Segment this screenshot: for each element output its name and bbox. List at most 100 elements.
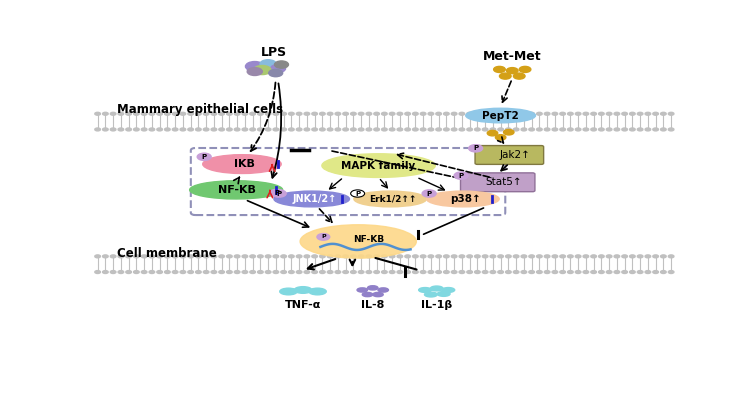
Circle shape [343, 112, 349, 115]
Ellipse shape [466, 108, 536, 123]
Circle shape [149, 112, 154, 115]
Circle shape [436, 271, 442, 273]
Circle shape [188, 112, 194, 115]
Text: Stat5↑: Stat5↑ [485, 177, 522, 187]
Circle shape [134, 112, 140, 115]
Circle shape [661, 271, 666, 273]
Circle shape [614, 128, 620, 131]
Circle shape [157, 112, 163, 115]
Circle shape [420, 128, 426, 131]
Circle shape [591, 128, 596, 131]
Circle shape [234, 128, 240, 131]
Circle shape [645, 271, 651, 273]
Circle shape [257, 128, 263, 131]
Circle shape [134, 128, 140, 131]
Circle shape [475, 128, 480, 131]
Ellipse shape [368, 286, 378, 290]
Circle shape [552, 255, 558, 258]
Circle shape [343, 128, 349, 131]
Circle shape [469, 145, 482, 152]
Circle shape [382, 128, 387, 131]
Circle shape [250, 112, 256, 115]
Circle shape [482, 112, 488, 115]
Circle shape [126, 255, 131, 258]
Circle shape [568, 128, 573, 131]
Circle shape [436, 128, 442, 131]
Circle shape [529, 271, 535, 273]
Circle shape [103, 271, 108, 273]
Circle shape [366, 112, 372, 115]
Circle shape [289, 255, 294, 258]
Circle shape [513, 271, 519, 273]
Circle shape [226, 271, 232, 273]
Ellipse shape [424, 292, 437, 297]
Circle shape [350, 271, 356, 273]
Circle shape [428, 128, 433, 131]
Circle shape [366, 271, 372, 273]
Circle shape [428, 112, 433, 115]
Circle shape [180, 271, 186, 273]
Ellipse shape [309, 288, 326, 295]
Ellipse shape [427, 191, 500, 207]
Circle shape [668, 128, 674, 131]
Circle shape [529, 255, 535, 258]
Circle shape [629, 255, 635, 258]
Circle shape [110, 112, 116, 115]
Circle shape [358, 271, 364, 273]
Circle shape [327, 255, 333, 258]
Circle shape [629, 112, 635, 115]
Circle shape [118, 255, 124, 258]
Circle shape [436, 255, 442, 258]
Text: P: P [202, 154, 207, 160]
Circle shape [490, 271, 496, 273]
Circle shape [273, 255, 279, 258]
Circle shape [219, 112, 224, 115]
Circle shape [661, 112, 666, 115]
Circle shape [575, 112, 581, 115]
Circle shape [280, 271, 286, 273]
Circle shape [606, 271, 612, 273]
Circle shape [560, 112, 566, 115]
Circle shape [405, 112, 410, 115]
Circle shape [172, 112, 178, 115]
Circle shape [506, 68, 518, 74]
Circle shape [312, 271, 317, 273]
Circle shape [180, 112, 186, 115]
Circle shape [312, 255, 317, 258]
Circle shape [358, 255, 364, 258]
Circle shape [172, 255, 178, 258]
Circle shape [110, 271, 116, 273]
Circle shape [304, 128, 310, 131]
Circle shape [536, 255, 542, 258]
Circle shape [335, 271, 340, 273]
Text: p38↑: p38↑ [450, 194, 482, 204]
Circle shape [250, 128, 256, 131]
Circle shape [268, 69, 283, 77]
Circle shape [257, 255, 263, 258]
Circle shape [506, 128, 512, 131]
Circle shape [405, 255, 410, 258]
Circle shape [513, 255, 519, 258]
Circle shape [149, 255, 154, 258]
Circle shape [498, 255, 503, 258]
Circle shape [188, 128, 194, 131]
Circle shape [591, 255, 596, 258]
Circle shape [645, 128, 651, 131]
Text: P: P [355, 191, 360, 197]
Circle shape [389, 271, 395, 273]
Circle shape [513, 128, 519, 131]
Circle shape [196, 271, 201, 273]
Text: Jak2↑: Jak2↑ [500, 150, 530, 160]
Circle shape [350, 255, 356, 258]
Circle shape [234, 255, 240, 258]
Circle shape [242, 255, 248, 258]
Circle shape [459, 128, 465, 131]
Text: Met-Met: Met-Met [483, 50, 542, 63]
Text: P: P [427, 191, 432, 197]
Circle shape [521, 112, 526, 115]
Circle shape [134, 271, 140, 273]
Circle shape [211, 271, 217, 273]
Circle shape [513, 112, 519, 115]
Circle shape [575, 271, 581, 273]
Circle shape [568, 271, 573, 273]
